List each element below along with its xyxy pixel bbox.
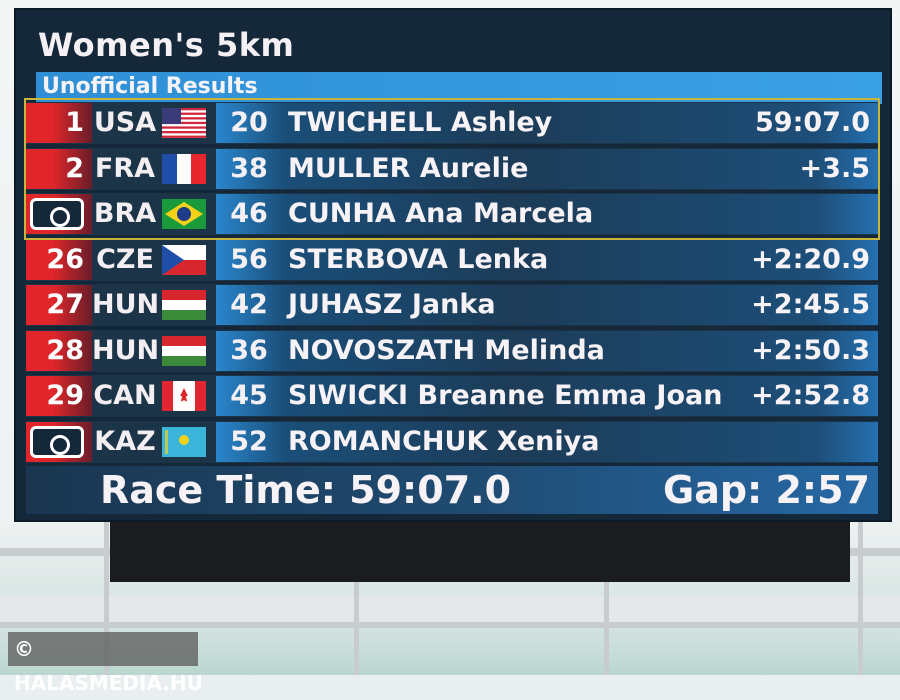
athlete-cell: 46 CUNHA Ana Marcela: [216, 194, 878, 234]
rank: 26: [46, 243, 84, 275]
race-time: Race Time: 59:07.0: [100, 468, 512, 512]
kaz-flag-icon: [162, 426, 206, 457]
country-code: USA: [93, 107, 157, 138]
athlete-cell: 42 JUHASZ Janka +2:45.5: [216, 285, 878, 325]
bib-number: 20: [230, 107, 268, 138]
athlete-name: CUNHA Ana Marcela: [288, 198, 594, 229]
result-row: 2 FRA 38 MULLER Aurelie +3.5: [26, 147, 878, 190]
country-code: HUN: [92, 289, 160, 320]
footer-bar: Race Time: 59:07.0 Gap: 2:57: [26, 466, 878, 514]
country-code: HUN: [92, 334, 160, 366]
rank: 27: [46, 289, 84, 320]
result-time: +2:52.8: [751, 380, 870, 411]
athlete-cell: 56 STERBOVA Lenka +2:20.9: [216, 239, 878, 280]
athlete-name: TWICHELL Ashley: [288, 107, 553, 138]
gap-time: Gap: 2:57: [663, 468, 870, 512]
result-row: 1 USA 20 TWICHELL Ashley 59:07.0: [26, 102, 878, 144]
rank-cell: 26: [26, 239, 92, 280]
rank-cell: 29: [26, 376, 92, 416]
result-time: +2:20.9: [751, 243, 870, 275]
result-time: +2:50.3: [751, 334, 870, 366]
cze-flag-icon: [162, 244, 206, 275]
bib-number: 56: [230, 243, 268, 275]
athlete-cell: 45 SIWICKI Breanne Emma Joan +2:52.8: [216, 376, 878, 416]
athlete-name: JUHASZ Janka: [288, 289, 496, 320]
subtitle-bar: Unofficial Results: [36, 72, 882, 104]
athlete-name: ROMANCHUK Xeniya: [288, 425, 600, 457]
athlete-cell: 38 MULLER Aurelie +3.5: [216, 148, 878, 189]
watermark: © HALASMEDIA.HU: [8, 632, 203, 695]
bib-number: 46: [230, 198, 268, 229]
athlete-name: NOVOSZATH Melinda: [288, 334, 605, 366]
rank-cell: 27: [26, 285, 92, 325]
rank-cell: [26, 194, 92, 234]
can-flag-icon: [162, 381, 206, 411]
athlete-cell: 36 NOVOSZATH Melinda +2:50.3: [216, 330, 878, 371]
country-code: CAN: [93, 380, 157, 411]
hun-flag-icon: [162, 290, 206, 320]
rank-cell: 28: [26, 330, 92, 371]
hun-flag-icon: [162, 335, 206, 366]
rank-cell: 1: [26, 103, 92, 143]
bra-flag-icon: [162, 199, 206, 229]
country-code: CZE: [96, 243, 154, 275]
bib-number: 38: [230, 152, 268, 184]
result-time: 59:07.0: [755, 107, 870, 138]
results-scoreboard: Women's 5km Unofficial Results 1 USA 20 …: [14, 8, 892, 522]
country-code: BRA: [93, 198, 157, 229]
bib-number: 36: [230, 334, 268, 366]
athlete-name: SIWICKI Breanne Emma Joan: [288, 380, 723, 411]
photo-finish-camera-icon: [30, 198, 84, 230]
photo-finish-camera-icon: [30, 425, 84, 458]
rank-cell: 2: [26, 148, 92, 189]
fra-flag-icon: [162, 153, 206, 184]
rank: 28: [46, 334, 84, 366]
result-row: BRA 46 CUNHA Ana Marcela: [26, 193, 878, 235]
rank: 2: [65, 152, 84, 184]
rank-cell: [26, 421, 92, 462]
result-row: 29 CAN 45 SIWICKI Breanne Emma Joan +2:5…: [26, 375, 878, 417]
result-row: 28 HUN 36 NOVOSZATH Melinda +2:50.3: [26, 329, 878, 372]
rank: 29: [46, 380, 84, 411]
country-code: FRA: [94, 152, 156, 184]
athlete-name: MULLER Aurelie: [288, 152, 529, 184]
bib-number: 42: [230, 289, 268, 320]
result-time: +2:45.5: [751, 289, 870, 320]
event-title: Women's 5km: [38, 26, 295, 64]
rank: 1: [65, 107, 84, 138]
athlete-name: STERBOVA Lenka: [288, 243, 549, 275]
athlete-cell: 52 ROMANCHUK Xeniya: [216, 421, 878, 462]
results-status: Unofficial Results: [42, 74, 258, 99]
bib-number: 45: [230, 380, 268, 411]
result-row: 27 HUN 42 JUHASZ Janka +2:45.5: [26, 284, 878, 326]
result-time: +3.5: [799, 152, 870, 184]
country-code: KAZ: [94, 425, 156, 457]
result-row: 26 CZE 56 STERBOVA Lenka +2:20.9: [26, 238, 878, 281]
result-row: KAZ 52 ROMANCHUK Xeniya: [26, 420, 878, 463]
athlete-cell: 20 TWICHELL Ashley 59:07.0: [216, 103, 878, 143]
usa-flag-icon: [162, 108, 206, 138]
bib-number: 52: [230, 425, 268, 457]
